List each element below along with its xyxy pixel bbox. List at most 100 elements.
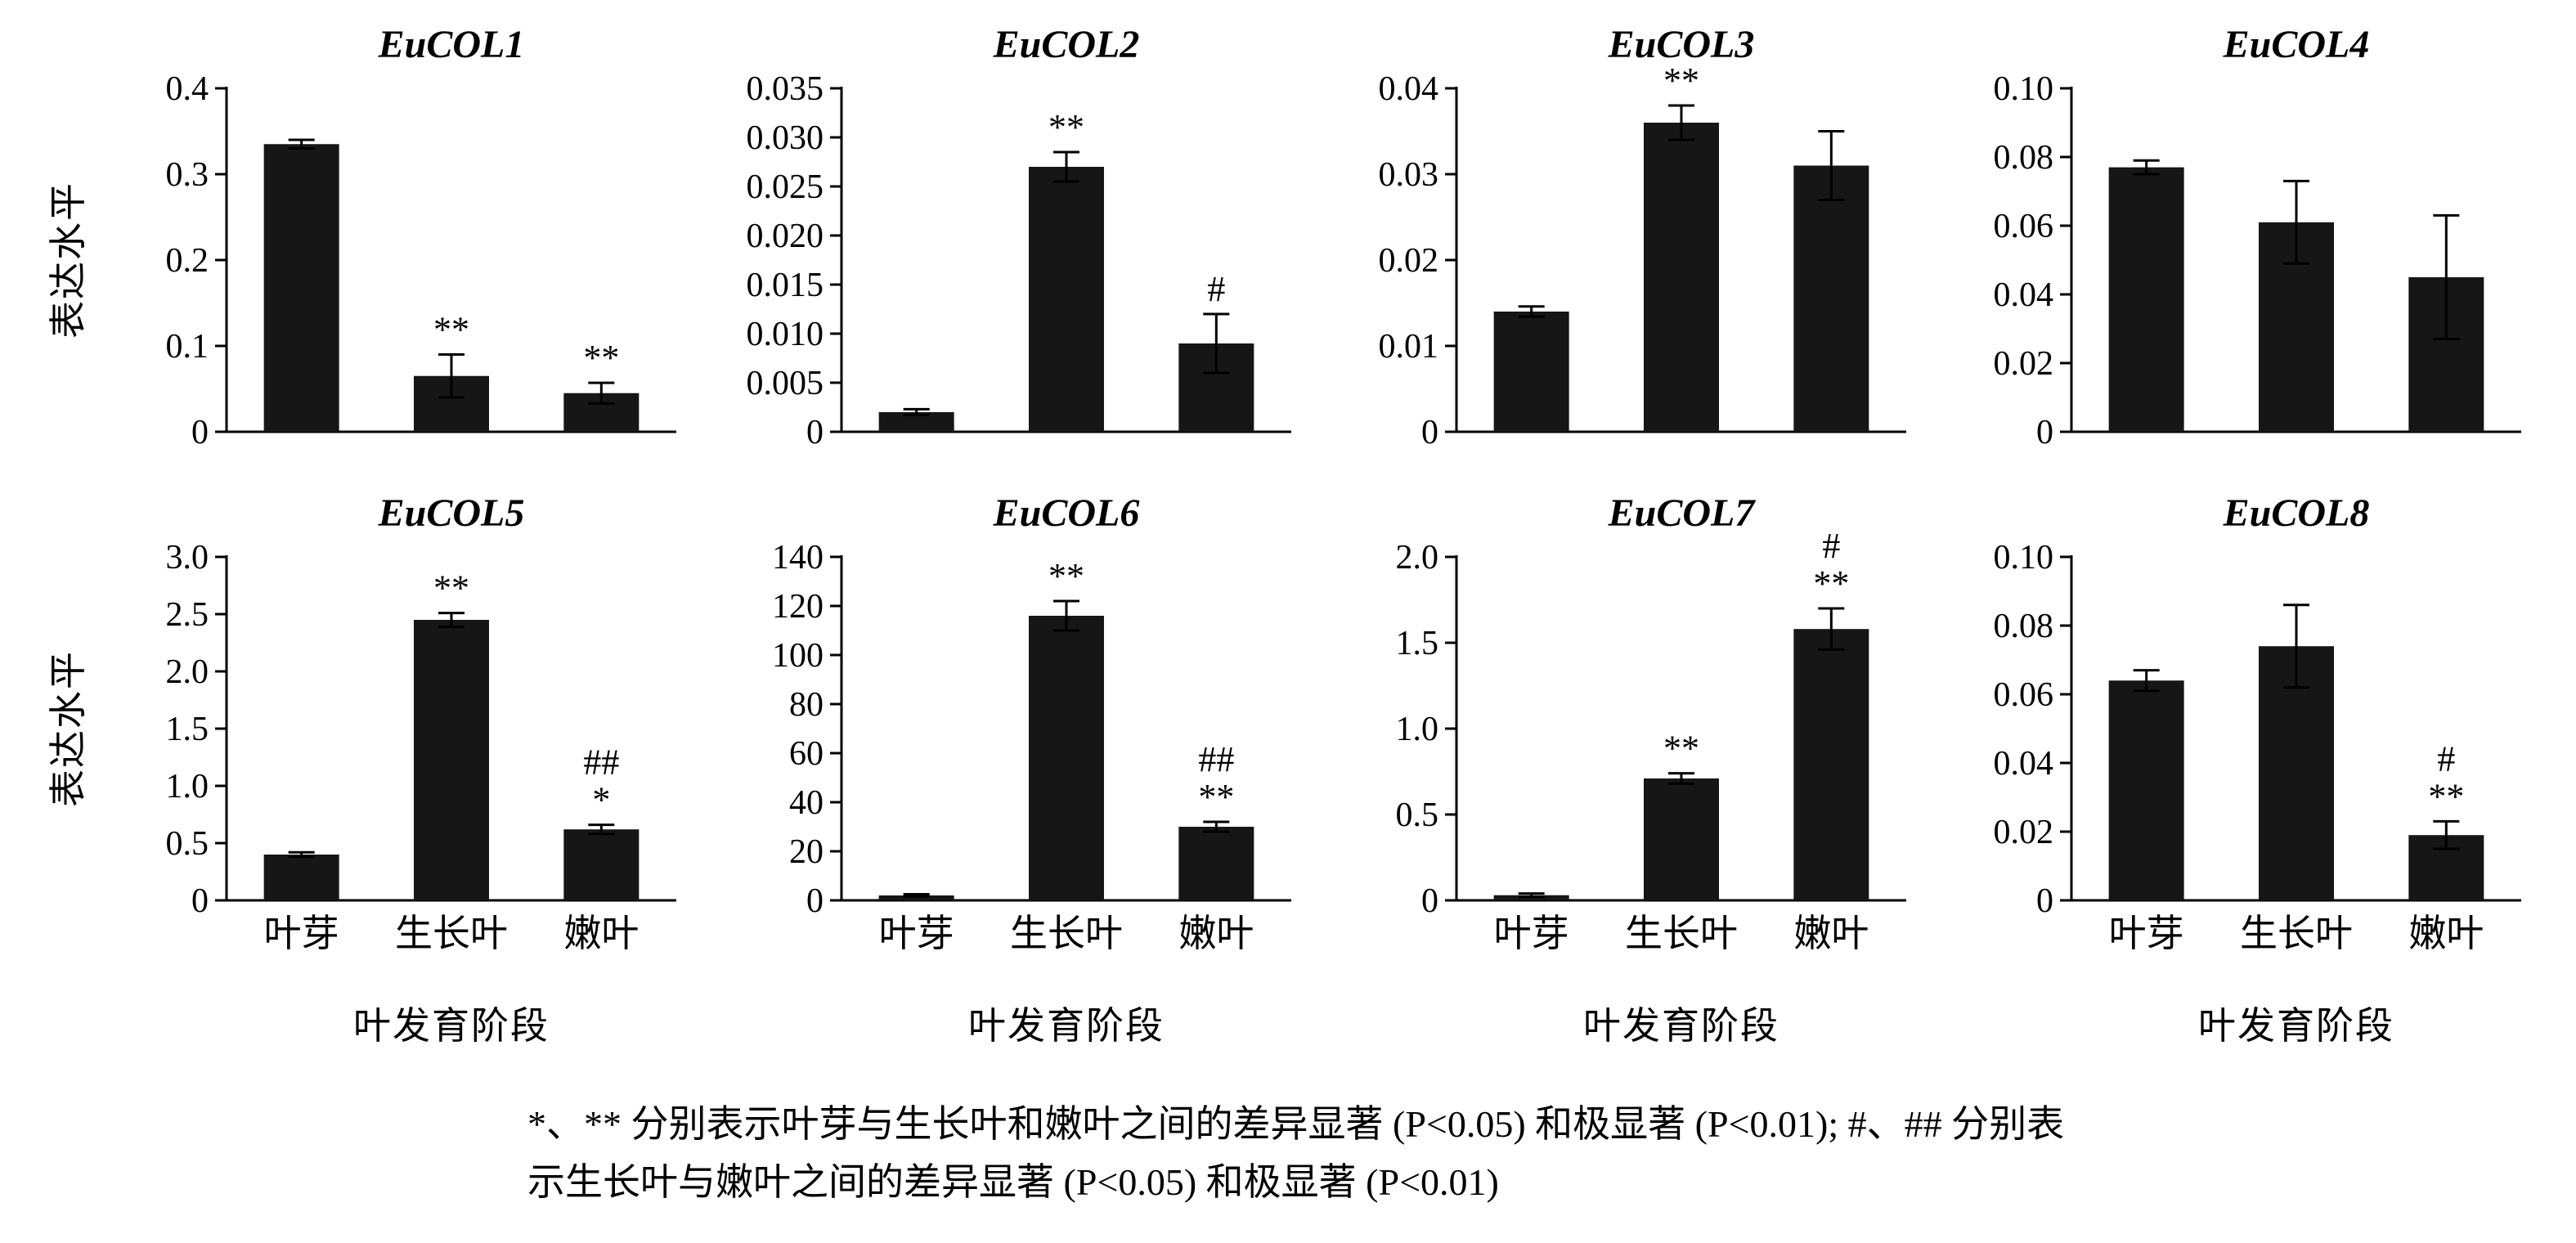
y-tick-label: 0	[806, 882, 824, 920]
y-tick-label: 0.010	[747, 316, 824, 353]
y-tick-label: 0.06	[1994, 676, 2054, 714]
significance-annotation: **	[1048, 556, 1084, 596]
significance-annotation: **	[1663, 61, 1699, 101]
chart-title: EuCOL1	[378, 23, 525, 66]
x-tick-label: 叶芽	[1494, 913, 1569, 954]
chart-title: EuCOL3	[1608, 23, 1755, 66]
y-tick-label: 0	[2036, 882, 2053, 920]
significance-annotation: ##	[1198, 739, 1234, 779]
y-axis-title: 表达水平	[47, 182, 89, 339]
y-tick-label: 0.08	[1994, 139, 2054, 177]
y-tick-label: 0	[1421, 414, 1438, 451]
bar-嫩叶	[563, 829, 640, 900]
y-tick-label: 100	[772, 637, 824, 675]
chart-svg-eucol1: EuCOL1 0 0.1 0.2 0.3 0.4 ** **	[166, 23, 676, 451]
significance-annotation: **	[583, 338, 619, 378]
y-tick-label: 0.04	[1379, 70, 1439, 108]
y-tick-label: 0.03	[1379, 156, 1439, 194]
bar-生长叶	[1644, 123, 1719, 432]
chart-title: EuCOL6	[993, 491, 1140, 535]
y-tick-label: 0.4	[166, 70, 209, 108]
x-tick-label: 嫩叶	[1178, 913, 1254, 954]
x-tick-label: 叶芽	[879, 913, 954, 954]
footnote-line-2: 示生长叶与嫩叶之间的差异显著 (P<0.05) 和极显著 (P<0.01)	[527, 1161, 1499, 1204]
chart-plot-area: EuCOL8 0 0.02 0.04 0.06 0.08 0.10 叶芽 生长叶 # ** 嫩叶	[1949, 483, 2554, 978]
significance-annotation: **	[2428, 776, 2464, 816]
chart-eucol7: EuCOL7 0 0.5 1.0 1.5 2.0 叶芽 ** 生长叶 # ** 嫩叶 叶发育阶段	[1334, 483, 1939, 1050]
chart-title: EuCOL2	[993, 23, 1140, 66]
chart-eucol3: EuCOL3 0 0.01 0.02 0.03 0.04 **	[1334, 15, 1939, 460]
chart-plot-area: EuCOL1 0 0.1 0.2 0.3 0.4 ** **	[104, 15, 709, 460]
bar-生长叶	[1029, 167, 1104, 432]
y-tick-label: 2.0	[1396, 539, 1439, 577]
y-tick-label: 0.5	[1396, 797, 1439, 834]
significance-annotation: #	[1207, 269, 1225, 309]
significance-annotation: #	[2437, 738, 2455, 779]
y-tick-label: 40	[789, 784, 824, 822]
y-tick-label: 0.2	[166, 242, 209, 280]
y-tick-label: 2.0	[166, 653, 209, 691]
chart-eucol1: EuCOL1 0 0.1 0.2 0.3 0.4 ** **	[104, 15, 709, 460]
significance-annotation: **	[433, 310, 469, 350]
significance-annotation: *	[592, 780, 610, 820]
bar-嫩叶	[1793, 165, 1869, 432]
chart-plot-area: EuCOL4 0 0.02 0.04 0.06 0.08 0.10	[1949, 15, 2554, 460]
y-tick-label: 1.0	[1396, 711, 1439, 748]
chart-title: EuCOL5	[378, 491, 525, 535]
significance-annotation: **	[1813, 563, 1849, 604]
y-tick-label: 0	[191, 414, 209, 451]
chart-title: EuCOL7	[1608, 491, 1757, 535]
y-tick-label: 3.0	[166, 539, 209, 577]
y-tick-label: 0.10	[1994, 70, 2054, 108]
chart-title: EuCOL4	[2223, 23, 2370, 66]
chart-plot-area: EuCOL6 0 20 40 60 80 100 120 140 叶芽 ** 生长叶 ## ** 嫩叶	[719, 483, 1324, 978]
significance-annotation: **	[433, 568, 469, 608]
y-axis-title-column-bottom: 表达水平	[37, 483, 94, 925]
y-tick-label: 0.5	[166, 825, 209, 863]
y-tick-label: 0	[806, 414, 824, 451]
x-tick-label: 叶芽	[2109, 913, 2184, 954]
chart-svg-eucol2: EuCOL2 0 0.005 0.010 0.015 0.020 0.025 0.030 0.0…	[747, 23, 1291, 451]
x-tick-label: 嫩叶	[563, 913, 639, 954]
significance-annotation: #	[1822, 526, 1840, 566]
chart-svg-eucol5: EuCOL5 0 0.5 1.0 1.5 2.0 2.5 3.0 叶芽 ** 生长叶 ##* 嫩叶	[166, 491, 676, 954]
chart-eucol2: EuCOL2 0 0.005 0.010 0.015 0.020 0.025 0.030 0.0…	[719, 15, 1324, 460]
bar-嫩叶	[1178, 827, 1254, 900]
chart-eucol8: EuCOL8 0 0.02 0.04 0.06 0.08 0.10 叶芽 生长叶 # ** 嫩叶 叶发…	[1949, 483, 2554, 1050]
y-tick-label: 0.04	[1994, 745, 2054, 783]
x-tick-label: 叶芽	[264, 913, 339, 954]
y-tick-label: 0	[2036, 414, 2053, 451]
bar-生长叶	[1029, 616, 1104, 900]
chart-svg-eucol8: EuCOL8 0 0.02 0.04 0.06 0.08 0.10 叶芽 生长叶 #** 嫩叶	[1994, 491, 2521, 954]
y-axis-title-column-top: 表达水平	[37, 15, 94, 456]
chart-plot-area: EuCOL2 0 0.005 0.010 0.015 0.020 0.025 0.030 0.0…	[719, 15, 1324, 460]
x-axis-title: 叶发育阶段	[1583, 1005, 1779, 1047]
significance-annotation: **	[1663, 729, 1699, 769]
chart-row-top: 表达水平 EuCOL1 0 0.1 0.2 0.3 0.4 ** ** EuCOL2 0 0.00…	[37, 15, 2556, 460]
y-tick-label: 0.015	[747, 267, 824, 304]
y-tick-label: 0	[1421, 882, 1438, 920]
x-tick-label: 生长叶	[1625, 913, 1738, 954]
significance-annotation: ##	[583, 743, 619, 783]
chart-eucol4: EuCOL4 0 0.02 0.04 0.06 0.08 0.10	[1949, 15, 2554, 460]
y-tick-label: 0.1	[166, 328, 209, 366]
bar-生长叶	[1644, 778, 1719, 900]
y-tick-label: 0.020	[747, 218, 824, 255]
chart-row-bottom: 表达水平 EuCOL5 0 0.5 1.0 1.5 2.0 2.5 3.0 叶芽 ** 生长叶 ## *…	[37, 483, 2556, 1050]
chart-eucol5: EuCOL5 0 0.5 1.0 1.5 2.0 2.5 3.0 叶芽 ** 生长叶 ## * 嫩叶 叶发…	[104, 483, 709, 1050]
bar-叶芽	[1493, 312, 1569, 432]
bar-生长叶	[414, 620, 489, 900]
significance-annotation: **	[1048, 107, 1084, 147]
footnote-line-1: *、** 分别表示叶芽与生长叶和嫩叶之间的差异显著 (P<0.05) 和极显著 …	[527, 1103, 2065, 1145]
y-tick-label: 0.06	[1994, 208, 2054, 245]
y-tick-label: 0.005	[747, 365, 824, 402]
bar-叶芽	[263, 144, 339, 432]
chart-title: EuCOL8	[2223, 491, 2370, 535]
figure: 表达水平 EuCOL1 0 0.1 0.2 0.3 0.4 ** ** EuCOL2 0 0.00…	[37, 15, 2556, 1212]
y-tick-label: 1.5	[166, 711, 209, 748]
y-tick-label: 0.3	[166, 156, 209, 194]
chart-eucol6: EuCOL6 0 20 40 60 80 100 120 140 叶芽 ** 生长叶 ## ** 嫩叶 叶发…	[719, 483, 1324, 1050]
footnote: *、** 分别表示叶芽与生长叶和嫩叶之间的差异显著 (P<0.05) 和极显著 …	[527, 1095, 2556, 1212]
